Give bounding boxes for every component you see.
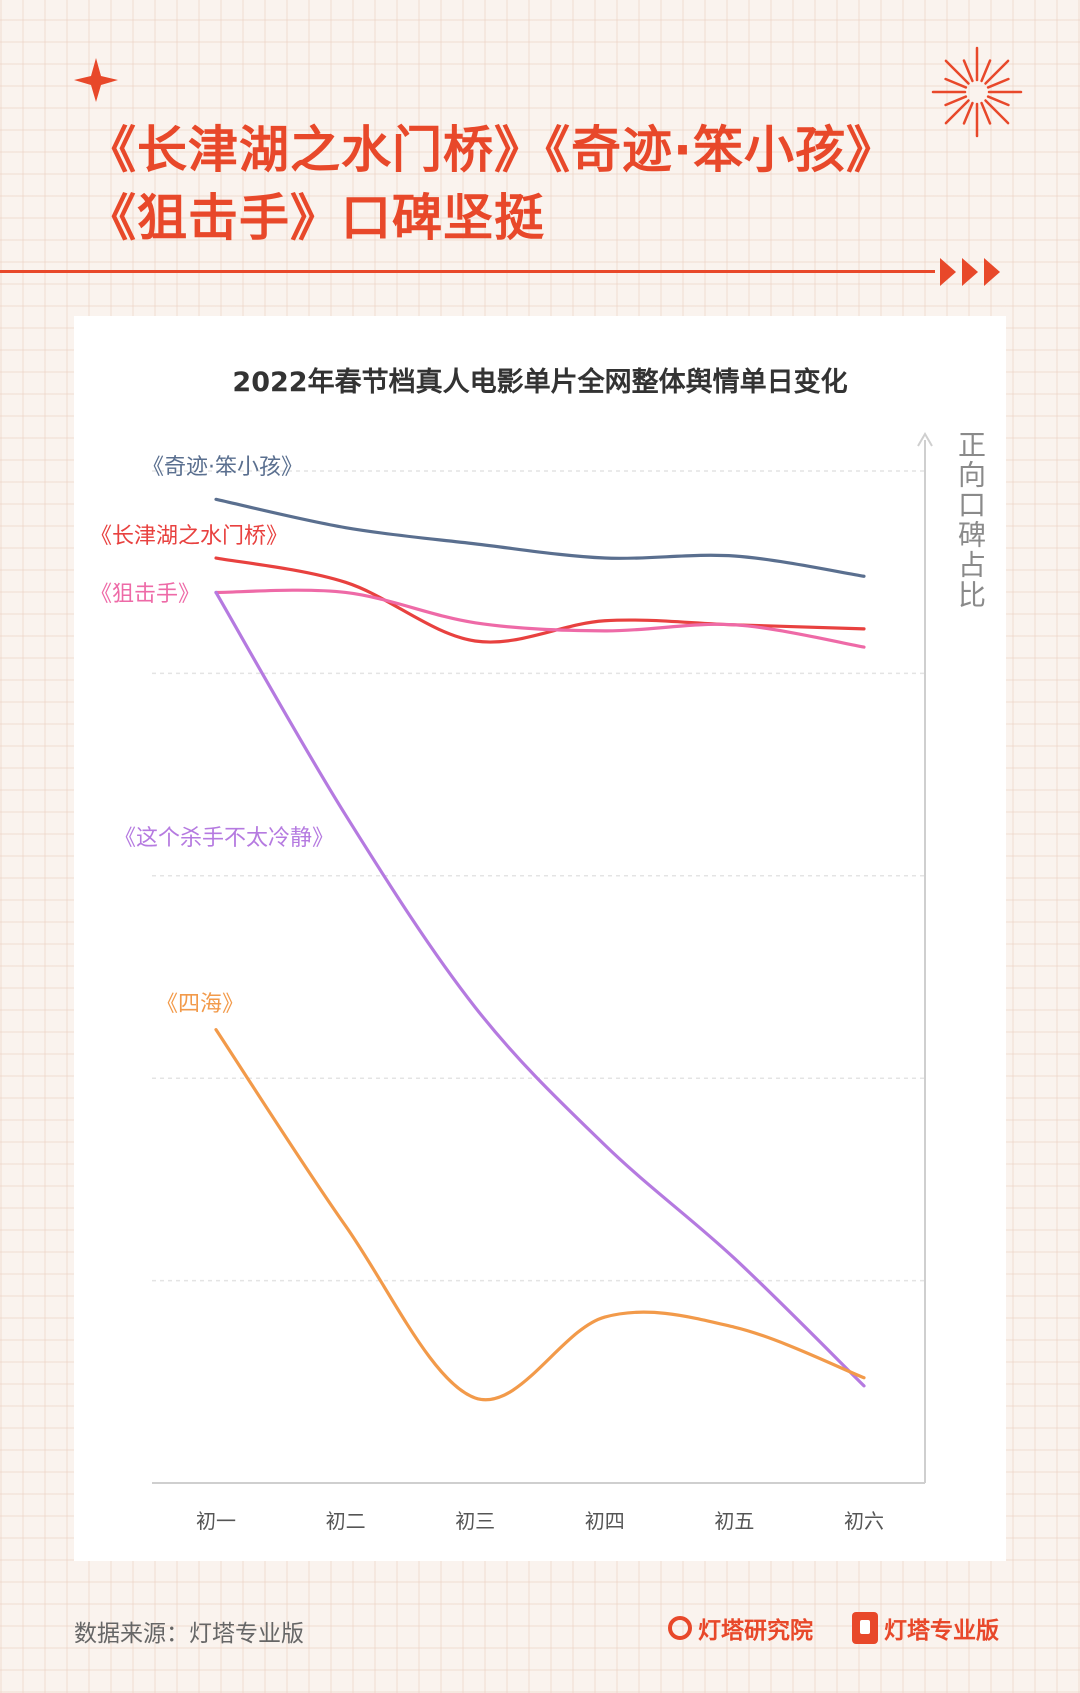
firework-ray	[984, 99, 1010, 125]
lighthouse-pro-icon	[852, 1612, 878, 1644]
brand-research: 灯塔研究院	[668, 1611, 813, 1645]
chart-title: 2022年春节档真人电影单片全网整体舆情单日变化	[232, 367, 848, 398]
firework-ray	[962, 59, 974, 83]
x-tick-label: 初三	[455, 1509, 496, 1533]
series-2-point-5	[863, 646, 865, 649]
header-divider	[0, 270, 935, 273]
series-2-point-4	[733, 623, 736, 626]
grid-lines	[152, 470, 925, 1282]
series-2-point-3	[603, 629, 606, 632]
series-label-1: 《长津湖之水门桥》	[90, 524, 289, 550]
series-2-point-1	[344, 591, 347, 594]
x-tick-label: 初五	[714, 1509, 755, 1533]
series-line-3	[214, 590, 866, 1388]
triple-arrow-icon	[940, 258, 1000, 286]
firework-ray	[944, 99, 970, 125]
chart-card	[74, 316, 1006, 1561]
decorations	[74, 46, 1023, 286]
series-1-point-0	[215, 557, 217, 560]
y-axis-label: 正向口碑占比	[954, 430, 987, 610]
x-tick-label: 初四	[584, 1509, 625, 1533]
firework-ray	[944, 95, 968, 107]
series-1-point-2	[474, 640, 477, 643]
series-3-point-2	[474, 1006, 477, 1009]
series-3-point-4	[733, 1257, 736, 1260]
series-line-4	[214, 1028, 866, 1402]
firework-ray	[986, 77, 1010, 89]
data-source: 数据来源：灯塔专业版	[74, 1621, 304, 1647]
lighthouse-research-icon	[668, 1616, 692, 1640]
firework-icon	[931, 46, 1023, 138]
axes	[152, 432, 933, 1484]
headline-line-1: 《长津湖之水门桥》《奇迹·笨小孩》	[86, 121, 897, 179]
sparkle-icon	[74, 58, 118, 102]
series-0-point-0	[215, 498, 217, 501]
firework-ray	[980, 101, 992, 125]
series-1-point-1	[344, 581, 347, 584]
firework-ray	[944, 77, 968, 89]
firework-ray	[984, 59, 1010, 85]
x-tick-label: 初一	[196, 1509, 236, 1533]
headline-line-2: 《狙击手》口碑坚挺	[86, 189, 545, 247]
y-axis-arrow-icon	[917, 432, 933, 447]
series-1-point-3	[603, 619, 606, 622]
series-2-point-2	[474, 621, 477, 624]
x-tick-label: 初六	[844, 1509, 884, 1533]
series-label-3: 《这个杀手不太冷静》	[114, 826, 335, 852]
series-lines	[214, 497, 866, 1402]
series-line-0	[214, 497, 866, 578]
series-4-point-3	[603, 1316, 606, 1319]
series-0-point-4	[733, 555, 736, 558]
series-0-point-3	[603, 557, 606, 560]
series-label-2: 《狙击手》	[90, 582, 201, 608]
series-3-point-1	[344, 814, 347, 817]
series-3-point-0	[215, 591, 217, 594]
x-tick-label: 初二	[325, 1509, 366, 1533]
series-1-point-5	[863, 627, 865, 630]
series-0-point-2	[474, 542, 477, 545]
series-label-4: 《四海》	[156, 991, 245, 1017]
brand-pro-label: 灯塔专业版	[884, 1618, 999, 1644]
series-4-point-0	[215, 1028, 217, 1031]
firework-ray	[980, 59, 992, 83]
series-4-point-4	[733, 1326, 736, 1329]
brand-pro: 灯塔专业版	[852, 1611, 999, 1645]
series-line-2	[214, 588, 866, 649]
series-0-point-1	[344, 526, 347, 529]
series-4-point-5	[863, 1376, 865, 1379]
series-4-point-1	[344, 1224, 347, 1227]
firework-ray	[962, 101, 974, 125]
series-0-point-5	[863, 575, 865, 578]
series-3-point-3	[603, 1143, 606, 1146]
series-3-point-5	[863, 1384, 865, 1387]
brand-research-label: 灯塔研究院	[698, 1618, 813, 1644]
firework-ray	[986, 95, 1010, 107]
firework-ray	[944, 59, 970, 85]
series-4-point-2	[474, 1396, 477, 1399]
series-label-0: 《奇迹·笨小孩》	[142, 455, 303, 481]
